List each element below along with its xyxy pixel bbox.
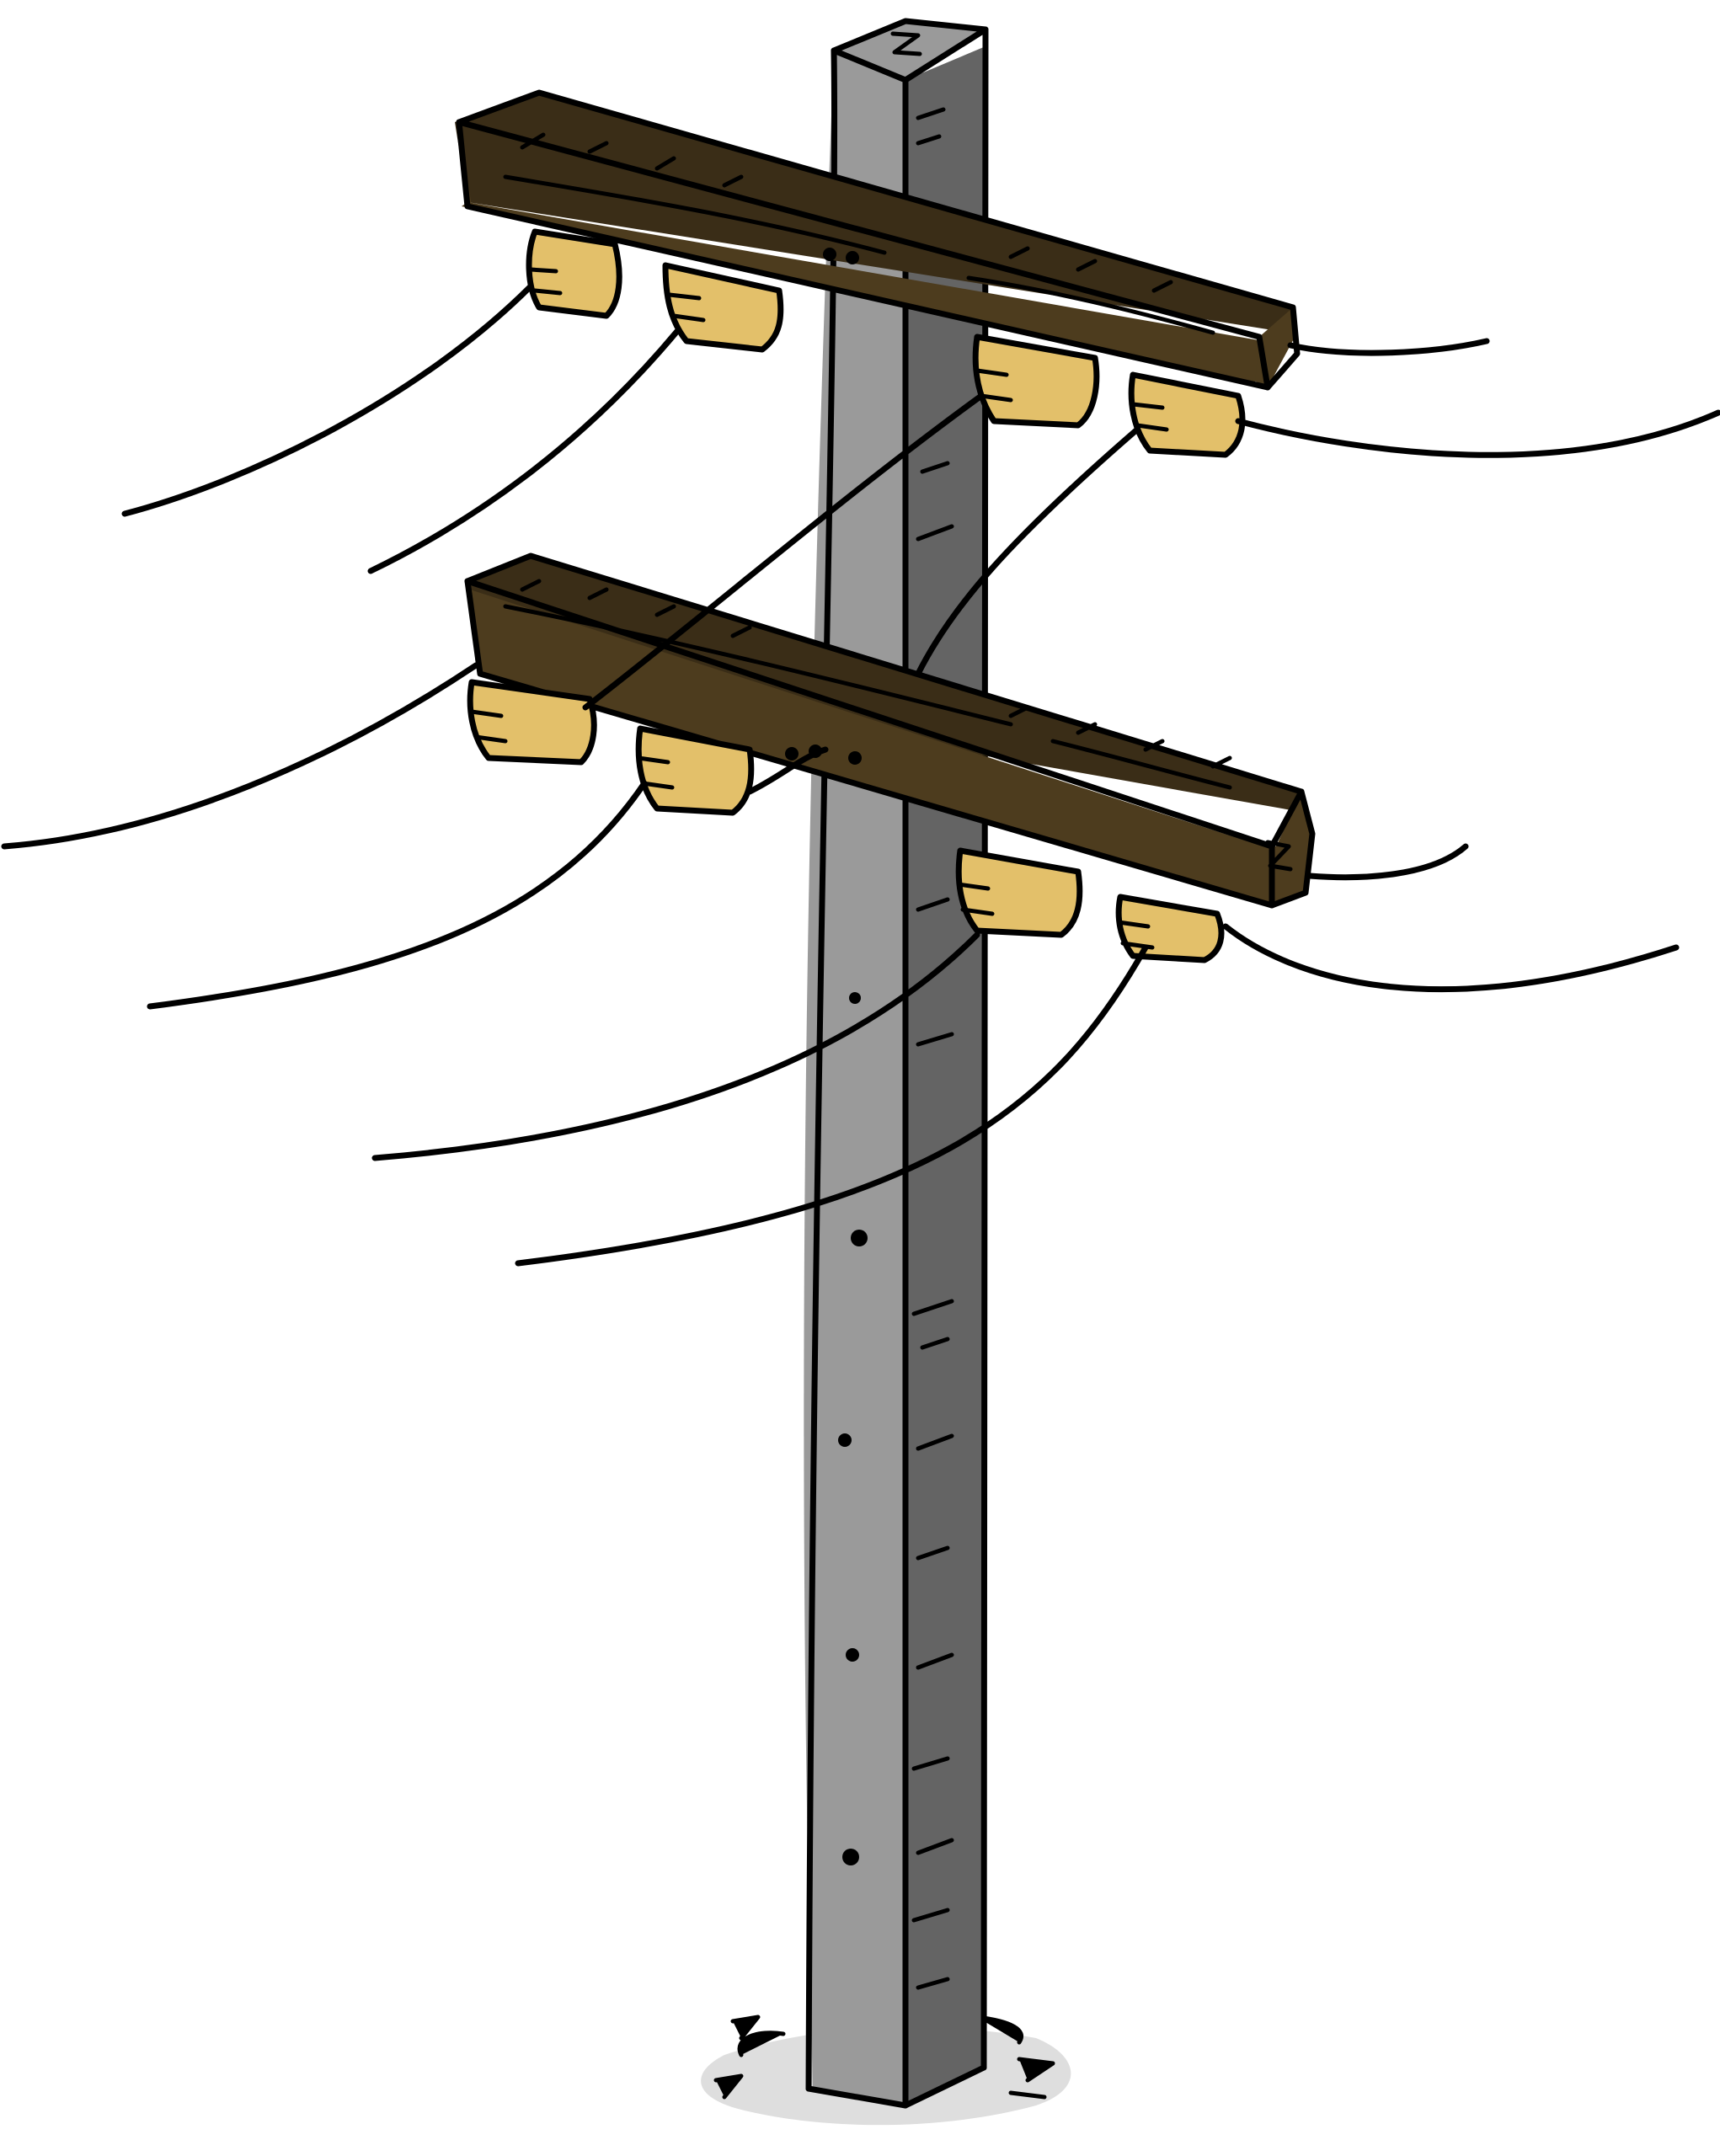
pole: [804, 18, 991, 2109]
lower-crossarm: [464, 552, 1316, 909]
lower-insulators: [467, 679, 1225, 963]
upper-insulators: [526, 228, 1246, 458]
upper-crossarm: [455, 89, 1301, 391]
power-wires: [1, 283, 1720, 1267]
